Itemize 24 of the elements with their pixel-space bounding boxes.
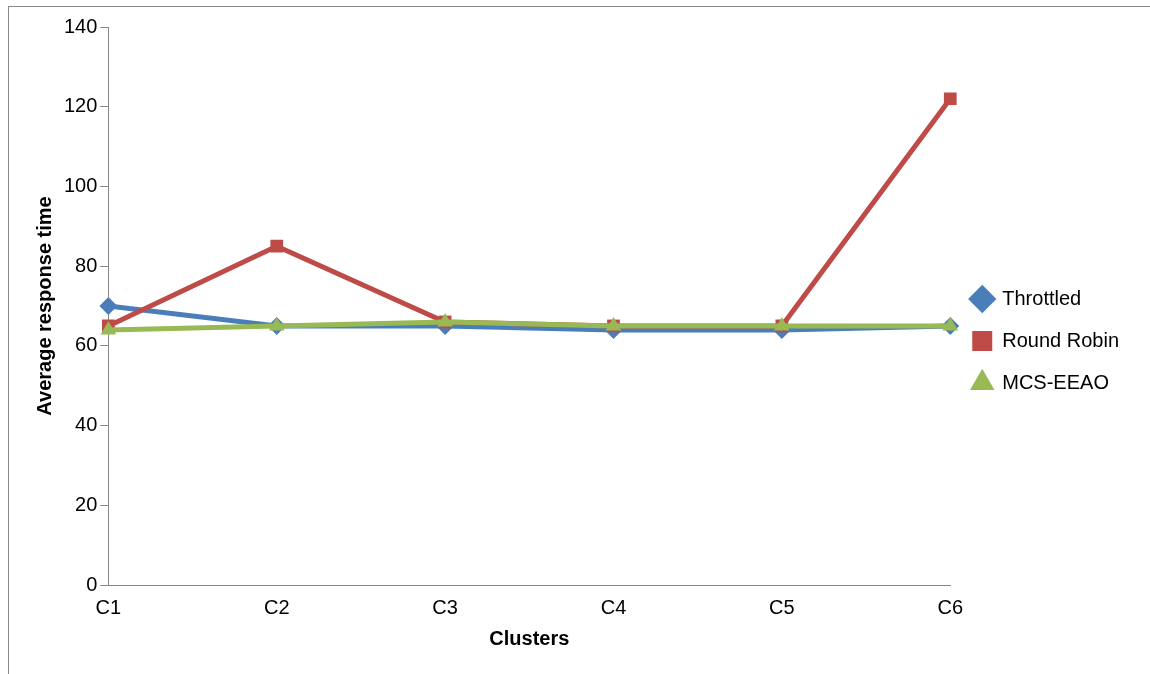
point <box>943 92 957 106</box>
x-tick-label: C6 <box>937 595 964 618</box>
y-tick-label: 0 <box>86 572 98 595</box>
legend-label: Throttled <box>1002 286 1082 309</box>
x-tick-label: C4 <box>600 595 627 618</box>
point <box>942 316 959 331</box>
y-tick-label: 120 <box>63 94 98 117</box>
x-tick-label: C3 <box>432 595 458 618</box>
y-tick-label: 20 <box>75 492 98 515</box>
x-tick-label: C2 <box>263 595 290 618</box>
point <box>270 239 284 253</box>
y-tick-label: 100 <box>63 173 98 196</box>
legend-label: Round Robin <box>1002 328 1119 351</box>
legend-label: MCS-EEAO <box>1002 370 1109 393</box>
point <box>268 316 285 331</box>
y-tick-label: 140 <box>63 14 98 37</box>
x-tick-label: C1 <box>95 595 122 618</box>
x-tick-label: C5 <box>769 595 795 618</box>
point <box>99 297 118 315</box>
y-tick-label: 60 <box>75 333 98 356</box>
y-tick-label: 40 <box>75 413 98 436</box>
x-axis-title: Clusters <box>489 626 570 649</box>
y-tick-label: 80 <box>75 253 98 276</box>
y-axis-title: Average response time <box>32 196 55 416</box>
